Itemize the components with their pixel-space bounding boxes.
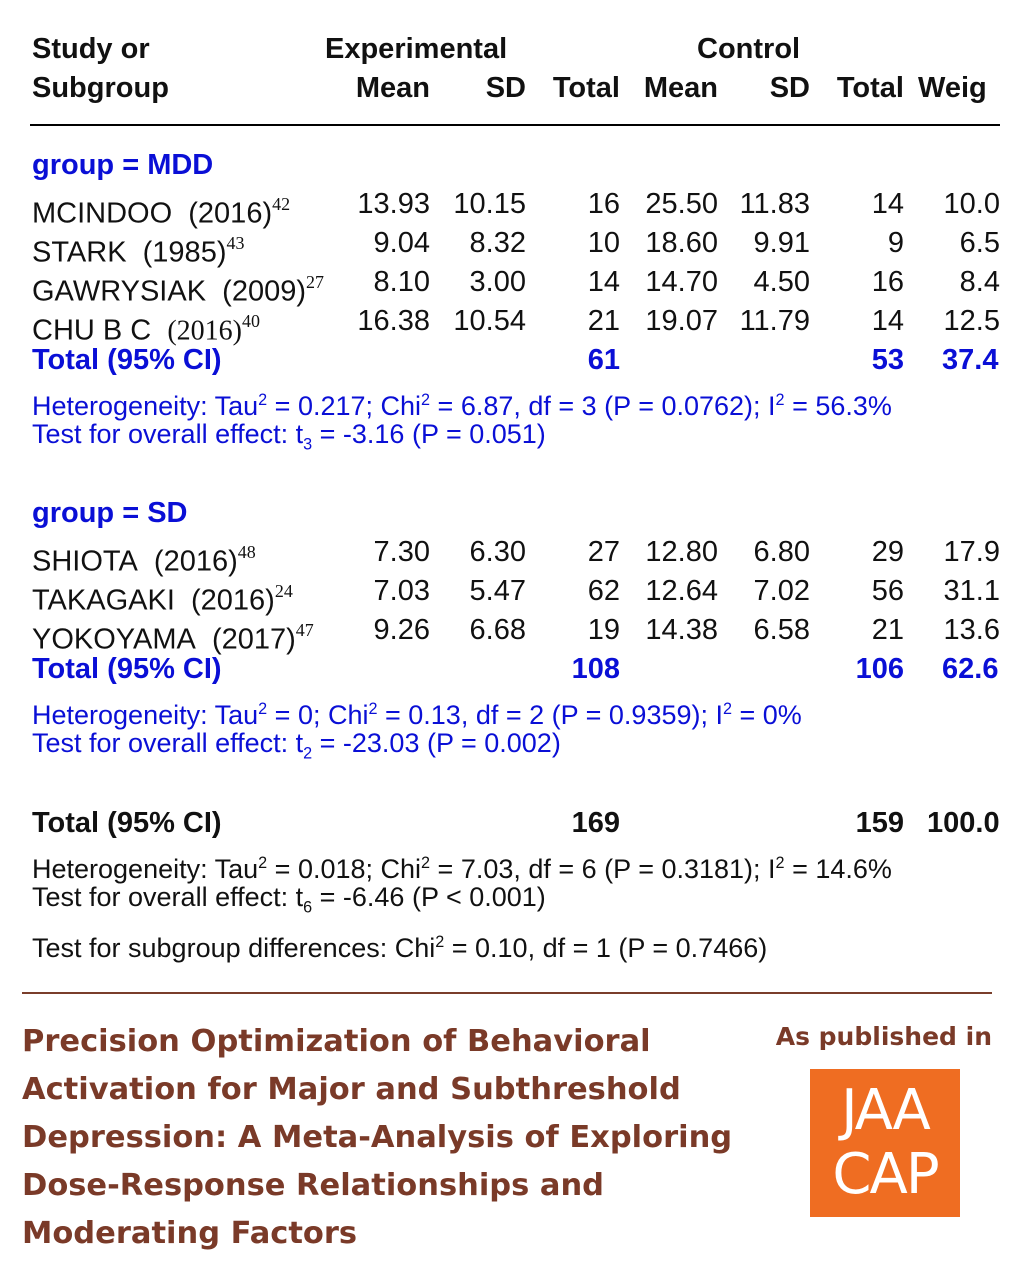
study-name: YOKOYAMA (2017)47 <box>32 620 314 656</box>
overall-heterogeneity: Heterogeneity: Tau2 = 0.018; Chi2 = 7.03… <box>32 854 892 884</box>
study-e-total: 62 <box>587 575 620 607</box>
subgroup-heterogeneity: Heterogeneity: Tau2 = 0; Chi2 = 0.13, df… <box>32 700 802 730</box>
study-c-mean: 19.07 <box>645 305 718 337</box>
study-weight: 8.4 <box>959 266 1000 298</box>
header-ctl-sd: SD <box>769 72 810 104</box>
overall-weight-total: 100.0 <box>927 807 1000 839</box>
study-e-total: 16 <box>587 188 620 220</box>
study-weight: 12.5 <box>943 305 1000 337</box>
study-c-mean: 14.38 <box>645 614 718 646</box>
study-e-total: 14 <box>587 266 620 298</box>
study-name: TAKAGAKI (2016)24 <box>32 581 293 617</box>
header-weight: Weig <box>918 72 987 104</box>
study-weight: 6.5 <box>959 227 1000 259</box>
study-e-mean: 9.26 <box>373 614 430 646</box>
study-e-total: 19 <box>587 614 620 646</box>
subgroup-overall-effect: Test for overall effect: t3 = -3.16 (P =… <box>32 419 546 454</box>
subgroup-exp-total: 61 <box>587 344 620 376</box>
study-c-total: 21 <box>871 614 904 646</box>
study-e-total: 27 <box>587 536 620 568</box>
study-e-sd: 6.30 <box>469 536 526 568</box>
study-c-total: 56 <box>871 575 904 607</box>
article-title: Precision Optimization of Behavioral Act… <box>22 1024 733 1251</box>
header-control: Control <box>697 33 801 65</box>
subgroup-exp-total: 108 <box>571 653 620 685</box>
divider-line <box>22 992 992 994</box>
study-e-mean: 7.30 <box>373 536 430 568</box>
jaacap-logo: JAA CAP <box>810 1069 960 1217</box>
forest-plot-table: Study or Subgroup Experimental Control M… <box>30 33 1000 963</box>
overall-effect: Test for overall effect: t6 = -6.46 (P <… <box>32 882 546 917</box>
study-name: SHIOTA (2016)48 <box>32 542 256 578</box>
subgroup-heading: group = MDD <box>32 149 214 181</box>
study-e-sd: 5.47 <box>469 575 526 607</box>
subgroup-heading: group = SD <box>32 497 188 529</box>
logo-line-2: CAP <box>832 1142 939 1207</box>
header-ctl-total: Total <box>836 72 904 104</box>
study-e-total: 21 <box>587 305 620 337</box>
study-e-total: 10 <box>587 227 620 259</box>
header-rule <box>30 124 1000 126</box>
study-weight: 17.9 <box>943 536 1000 568</box>
study-c-sd: 11.83 <box>739 188 810 220</box>
study-e-mean: 8.10 <box>373 266 430 298</box>
header-ctl-mean: Mean <box>643 72 718 104</box>
study-c-mean: 12.80 <box>645 536 718 568</box>
study-c-sd: 7.02 <box>753 575 810 607</box>
subgroup-total-label: Total (95% CI) <box>32 653 222 685</box>
header-exp-sd: SD <box>485 72 526 104</box>
study-c-total: 14 <box>871 188 904 220</box>
study-name: STARK (1985)43 <box>32 233 245 269</box>
subgroup-weight-total: 62.6 <box>942 653 999 685</box>
study-e-sd: 10.15 <box>453 188 526 220</box>
subgroup-ctl-total: 53 <box>871 344 904 376</box>
study-name: MCINDOO (2016)42 <box>32 194 291 230</box>
study-c-mean: 18.60 <box>645 227 718 259</box>
subgroup-differences: Test for subgroup differences: Chi2 = 0.… <box>32 933 768 963</box>
study-e-sd: 10.54 <box>453 305 526 337</box>
study-name: GAWRYSIAK (2009)27 <box>32 272 324 308</box>
study-e-sd: 8.32 <box>469 227 526 259</box>
published-label: As published in <box>775 1022 992 1051</box>
study-c-sd: 4.50 <box>753 266 810 298</box>
study-e-sd: 3.00 <box>469 266 526 298</box>
header-experimental: Experimental <box>325 33 508 65</box>
study-weight: 13.6 <box>943 614 1000 646</box>
study-c-total: 14 <box>871 305 904 337</box>
study-e-mean: 16.38 <box>357 305 430 337</box>
subgroup-weight-total: 37.4 <box>942 344 999 376</box>
study-e-mean: 13.93 <box>357 188 430 220</box>
study-c-total: 9 <box>887 227 904 259</box>
study-c-sd: 6.58 <box>753 614 810 646</box>
overall-ctl-total: 159 <box>855 807 904 839</box>
study-e-mean: 7.03 <box>373 575 430 607</box>
overall-exp-total: 169 <box>571 807 620 839</box>
study-weight: 31.1 <box>943 575 1000 607</box>
subgroup-total-label: Total (95% CI) <box>32 344 222 376</box>
header-exp-mean: Mean <box>355 72 430 104</box>
study-c-mean: 12.64 <box>645 575 718 607</box>
subgroup-heterogeneity: Heterogeneity: Tau2 = 0.217; Chi2 = 6.87… <box>32 391 892 421</box>
study-c-mean: 14.70 <box>645 266 718 298</box>
header-exp-total: Total <box>552 72 620 104</box>
study-e-sd: 6.68 <box>469 614 526 646</box>
overall-total-label: Total (95% CI) <box>32 807 222 839</box>
subgroup-overall-effect: Test for overall effect: t2 = -23.03 (P … <box>32 728 561 763</box>
study-name: CHU B C (2016)40 <box>32 311 260 347</box>
study-e-mean: 9.04 <box>373 227 430 259</box>
study-c-sd: 6.80 <box>753 536 810 568</box>
study-c-mean: 25.50 <box>645 188 718 220</box>
study-c-sd: 11.79 <box>739 305 810 337</box>
header-study-line2: Subgroup <box>32 72 169 104</box>
subgroup-ctl-total: 106 <box>855 653 904 685</box>
study-c-total: 16 <box>871 266 904 298</box>
study-c-total: 29 <box>871 536 904 568</box>
logo-line-1: JAA <box>841 1078 931 1143</box>
study-c-sd: 9.91 <box>753 227 810 259</box>
study-weight: 10.0 <box>943 188 1000 220</box>
header-study-line1: Study or <box>32 33 150 65</box>
